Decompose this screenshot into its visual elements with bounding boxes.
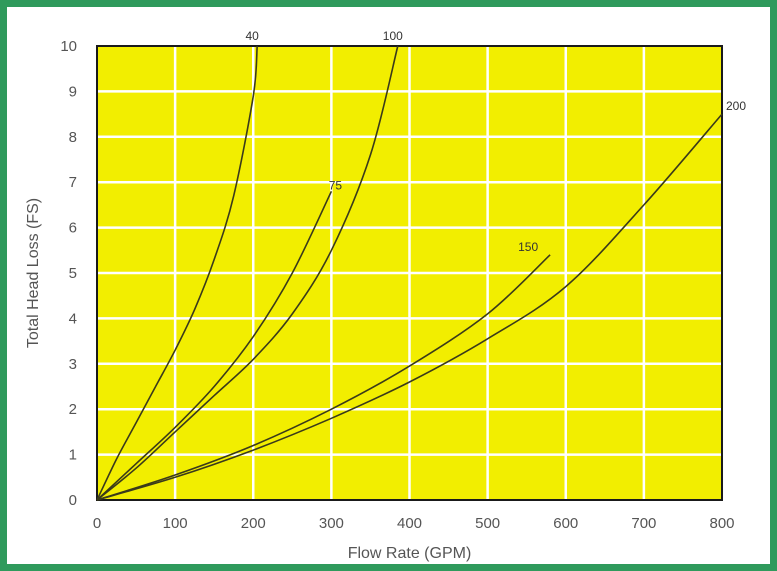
series-label-75: 75 bbox=[329, 178, 343, 192]
x-tick-label: 700 bbox=[631, 515, 656, 532]
x-tick-label: 300 bbox=[319, 515, 344, 532]
x-tick-label: 0 bbox=[93, 515, 101, 532]
series-label-100: 100 bbox=[383, 29, 403, 43]
y-tick-label: 0 bbox=[69, 492, 77, 509]
y-tick-label: 4 bbox=[69, 310, 77, 327]
y-tick-label: 5 bbox=[69, 265, 77, 282]
y-tick-label: 3 bbox=[69, 356, 77, 373]
series-label-150: 150 bbox=[518, 240, 538, 254]
y-tick-label: 7 bbox=[69, 174, 77, 191]
series-label-200: 200 bbox=[726, 99, 746, 113]
series-line-40 bbox=[96, 45, 258, 501]
y-tick-label: 6 bbox=[69, 220, 77, 237]
y-tick-label: 1 bbox=[69, 447, 77, 464]
series-line-75 bbox=[96, 190, 333, 501]
y-tick-label: 9 bbox=[69, 83, 77, 100]
plot-border bbox=[96, 45, 723, 501]
series-label-40: 40 bbox=[245, 29, 259, 43]
x-tick-label: 100 bbox=[163, 515, 188, 532]
y-axis-title: Total Head Loss (FS) bbox=[25, 198, 42, 348]
x-tick-label: 600 bbox=[553, 515, 578, 532]
x-tick-label: 400 bbox=[397, 515, 422, 532]
series-line-100 bbox=[96, 45, 399, 501]
x-axis-title: Flow Rate (GPM) bbox=[348, 545, 472, 562]
y-tick-label: 2 bbox=[69, 401, 77, 418]
x-tick-label: 500 bbox=[475, 515, 500, 532]
x-tick-label: 200 bbox=[241, 515, 266, 532]
series-line-200 bbox=[96, 113, 723, 501]
x-tick-label: 800 bbox=[709, 515, 734, 532]
y-tick-label: 8 bbox=[69, 129, 77, 146]
y-tick-label: 10 bbox=[60, 38, 77, 55]
series-line-150 bbox=[96, 254, 551, 501]
plot-area bbox=[96, 45, 723, 501]
